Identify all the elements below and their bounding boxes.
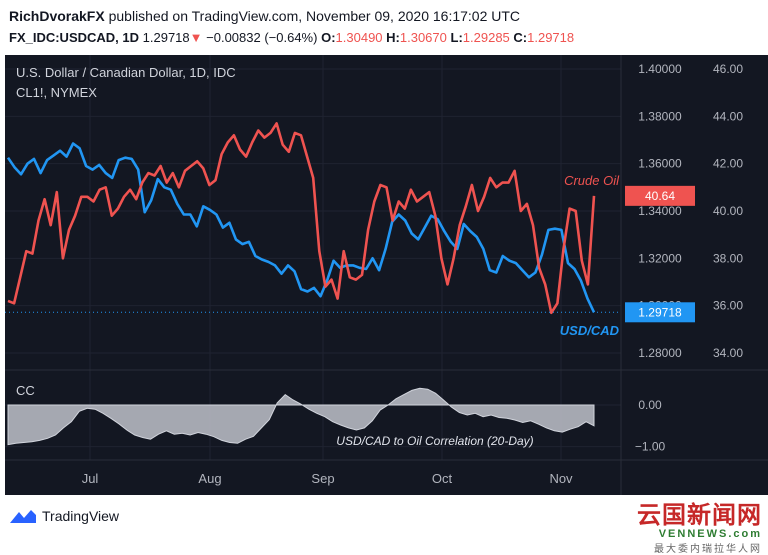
usdcad-tick-label: 1.28000 [638, 346, 682, 360]
watermark-title: 云国新闻网 [637, 500, 762, 529]
high-value: 1.30670 [399, 30, 447, 45]
quote-line: FX_IDC:USDCAD, 1D 1.29718▼ −0.00832 (−0.… [9, 30, 574, 45]
usdcad-tick-label: 1.34000 [638, 204, 682, 218]
open-value: 1.30490 [335, 30, 383, 45]
usdcad-label: USD/CAD [560, 323, 620, 338]
published-text: published on TradingView.com, November 0… [108, 8, 521, 24]
usdcad-axis: 1.400001.380001.360001.340001.320001.300… [638, 62, 682, 360]
indicator-title: CC [16, 383, 35, 398]
usdcad-tick-label: 1.38000 [638, 109, 682, 123]
time-tick-label: Sep [311, 471, 334, 486]
header: RichDvorakFX published on TradingView.co… [0, 0, 768, 48]
last-price: 1.29718 [142, 30, 190, 45]
footer: TradingView 云国新闻网 VENNEWS.com 最大委内瑞拉华人网 [0, 495, 768, 555]
close-label: C: [513, 30, 528, 45]
usdcad-tick-label: 1.32000 [638, 251, 682, 265]
tradingview-brand-label: TradingView [42, 508, 120, 524]
crude-price-label: 40.64 [645, 189, 675, 203]
crude-tick-label: 40.00 [713, 204, 743, 218]
usdcad-tick-label: 1.36000 [638, 157, 682, 171]
price-labels: 40.64 1.29718 [625, 185, 695, 323]
low-value: 1.29285 [462, 30, 510, 45]
time-tick-label: Jul [82, 471, 99, 486]
crude-price-badge [625, 185, 695, 206]
publish-line: RichDvorakFX published on TradingView.co… [9, 8, 520, 24]
cc-tick-label: −1.00 [635, 440, 666, 454]
crude-tick-label: 46.00 [713, 62, 743, 76]
usdcad-line [6, 142, 596, 313]
crude-oil-line [7, 122, 596, 315]
symbol-label[interactable]: FX_IDC:USDCAD, 1D [9, 30, 140, 45]
crude-tick-label: 42.00 [713, 157, 743, 171]
correlation-annotation: USD/CAD to Oil Correlation (20-Day) [336, 434, 533, 448]
watermark: 云国新闻网 VENNEWS.com 最大委内瑞拉华人网 [637, 495, 762, 555]
tradingview-brand[interactable]: TradingView [10, 508, 119, 524]
price-chart[interactable]: 1.400001.380001.360001.340001.320001.300… [5, 55, 768, 495]
watermark-domain: VENNEWS.com [658, 528, 762, 540]
watermark-subtitle: 最大委内瑞拉华人网 [654, 544, 762, 555]
cc-tick-label: 0.00 [638, 398, 662, 412]
crude-oil-label: Crude Oil [564, 173, 620, 188]
author-name[interactable]: RichDvorakFX [9, 8, 105, 24]
down-arrow-icon: ▼ [189, 30, 203, 45]
crude-tick-label: 38.00 [713, 251, 743, 265]
crude-tick-label: 36.00 [713, 299, 743, 313]
time-axis: Jul Aug Sep Oct Nov [82, 471, 573, 486]
time-tick-label: Oct [432, 471, 453, 486]
tradingview-logo-icon [10, 510, 36, 523]
correlation-area [7, 387, 595, 446]
low-label: L: [450, 30, 463, 45]
usdcad-tick-label: 1.40000 [638, 62, 682, 76]
crude-tick-label: 34.00 [713, 346, 743, 360]
open-label: O: [321, 30, 336, 45]
crude-axis: 46.00 44.00 42.00 40.00 38.00 36.00 34.00 0.00 −… [635, 62, 744, 454]
price-change: −0.00832 (−0.64%) [206, 30, 318, 45]
time-tick-label: Aug [198, 471, 221, 486]
overlay-title: CL1!, NYMEX [16, 85, 97, 100]
time-tick-label: Nov [549, 471, 573, 486]
high-label: H: [386, 30, 400, 45]
usdcad-price-label: 1.29718 [638, 305, 682, 319]
series-lines [5, 122, 621, 315]
main-title: U.S. Dollar / Canadian Dollar, 1D, IDC [16, 65, 236, 80]
correlation-pane [7, 387, 595, 446]
chart-area[interactable]: 1.400001.380001.360001.340001.320001.300… [5, 55, 768, 495]
close-value: 1.29718 [527, 30, 575, 45]
grid [5, 55, 621, 460]
crude-tick-label: 44.00 [713, 109, 743, 123]
usdcad-price-badge [625, 302, 695, 323]
